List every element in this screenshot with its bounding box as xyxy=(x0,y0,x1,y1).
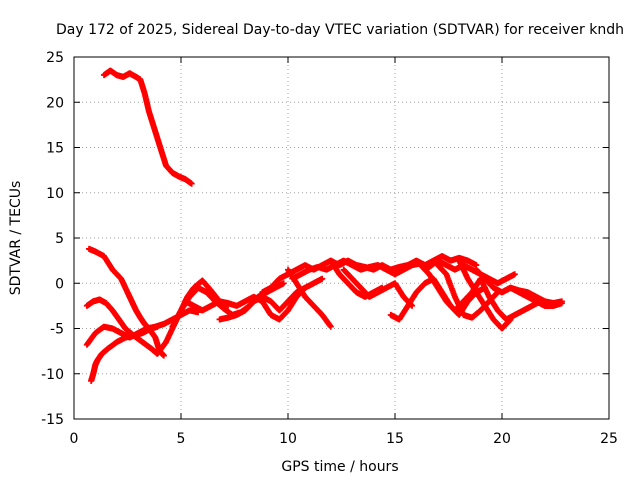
data-points xyxy=(83,67,565,384)
series-track-11 xyxy=(285,266,334,330)
data-point xyxy=(319,275,326,282)
data-point xyxy=(160,352,167,359)
y-tick-labels: -15 -10 -5 0 5 10 15 20 25 xyxy=(41,50,64,428)
x-tick-label: 15 xyxy=(386,431,404,447)
x-tick-labels: 0 5 10 15 20 25 xyxy=(70,431,618,447)
x-tick-label: 20 xyxy=(493,431,511,447)
data-point xyxy=(327,323,334,330)
y-tick-label: 5 xyxy=(55,231,64,247)
y-tick-label: 10 xyxy=(46,186,64,202)
x-tick-label: 0 xyxy=(70,431,79,447)
series-track-16 xyxy=(434,262,501,321)
series-track-1 xyxy=(100,67,195,187)
x-tick-label: 5 xyxy=(177,431,186,447)
axis-ticks xyxy=(73,56,610,420)
x-tick-label: 25 xyxy=(600,431,618,447)
y-axis-label: SDTVAR / TECUs xyxy=(8,181,24,296)
y-tick-label: 25 xyxy=(46,50,64,66)
y-tick-label: 0 xyxy=(55,276,64,292)
series-track-19 xyxy=(499,284,565,309)
series-track-15 xyxy=(417,262,544,323)
y-tick-label: -10 xyxy=(41,367,64,383)
x-axis-label: GPS time / hours xyxy=(281,459,398,475)
y-tick-label: 20 xyxy=(46,95,64,111)
chart-title: Day 172 of 2025, Sidereal Day-to-day VTE… xyxy=(56,22,624,38)
data-point xyxy=(511,271,518,278)
series-track-17 xyxy=(456,257,514,332)
data-point xyxy=(507,316,514,323)
x-tick-label: 10 xyxy=(279,431,297,447)
data-point xyxy=(558,300,565,307)
y-tick-label: -5 xyxy=(50,322,64,338)
y-tick-label: -15 xyxy=(41,412,64,428)
data-point xyxy=(280,280,287,287)
data-point xyxy=(188,180,195,187)
grid-lines xyxy=(74,57,609,419)
y-tick-label: 15 xyxy=(46,141,64,157)
